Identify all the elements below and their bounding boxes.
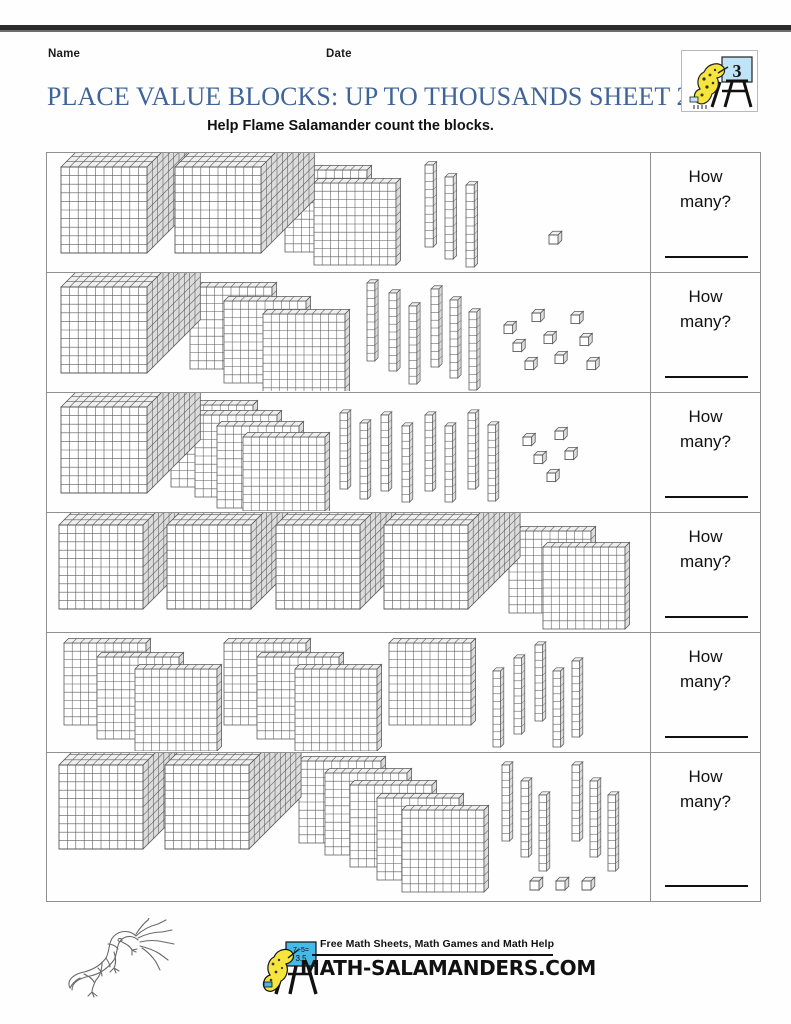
base-ten-blocks-1 bbox=[60, 153, 563, 268]
math-salamanders-footer-logo: 7+5= 3.5 bbox=[262, 941, 318, 995]
prompt-line-1: How bbox=[688, 287, 723, 306]
answer-blank[interactable] bbox=[665, 256, 748, 258]
prompt-line-2: many? bbox=[679, 192, 732, 211]
answer-cell-5[interactable]: How many? bbox=[651, 633, 760, 752]
table-row: How many? bbox=[47, 273, 760, 393]
problems-table: How many? How many? bbox=[46, 152, 761, 902]
answer-cell-6[interactable]: How many? bbox=[651, 753, 760, 901]
blocks-cell-6 bbox=[47, 753, 651, 901]
answer-cell-1[interactable]: How many? bbox=[651, 153, 760, 272]
footer-site-url: MATH-SALAMANDERS.COM bbox=[300, 956, 596, 980]
answer-blank[interactable] bbox=[665, 885, 748, 887]
answer-cell-2[interactable]: How many? bbox=[651, 273, 760, 392]
page-title: PLACE VALUE BLOCKS: UP TO THOUSANDS SHEE… bbox=[47, 82, 690, 111]
prompt-line-1: How bbox=[688, 647, 723, 666]
answer-cell-3[interactable]: How many? bbox=[651, 393, 760, 512]
prompt-line-1: How bbox=[688, 527, 723, 546]
salamander-grade-icon: 3 bbox=[689, 56, 753, 109]
base-ten-blocks-4 bbox=[58, 513, 631, 630]
base-ten-blocks-3 bbox=[60, 393, 579, 511]
prompt-line-1: How bbox=[688, 407, 723, 426]
table-row: How many? bbox=[47, 153, 760, 273]
prompt-line-1: How bbox=[688, 167, 723, 186]
blocks-cell-1 bbox=[47, 153, 651, 272]
date-label: Date bbox=[326, 48, 352, 60]
grade-logo: 3 bbox=[681, 50, 758, 112]
how-many-prompt: How many? bbox=[651, 644, 760, 694]
prompt-line-2: many? bbox=[679, 312, 732, 331]
table-row: How many? bbox=[47, 393, 760, 513]
how-many-prompt: How many? bbox=[651, 764, 760, 814]
table-row: How many? bbox=[47, 633, 760, 753]
svg-text:7+5=: 7+5= bbox=[293, 947, 309, 954]
table-row: How many? bbox=[47, 513, 760, 633]
base-ten-blocks-5 bbox=[63, 637, 584, 751]
blocks-cell-3 bbox=[47, 393, 651, 512]
grade-number: 3 bbox=[733, 61, 742, 81]
svg-text:3.5: 3.5 bbox=[295, 954, 307, 963]
name-label: Name bbox=[48, 48, 81, 60]
prompt-line-2: many? bbox=[679, 552, 732, 571]
base-ten-blocks-2 bbox=[60, 273, 601, 391]
how-many-prompt: How many? bbox=[651, 524, 760, 574]
prompt-line-1: How bbox=[688, 767, 723, 786]
answer-blank[interactable] bbox=[665, 496, 748, 498]
prompt-line-2: many? bbox=[679, 432, 732, 451]
answer-blank[interactable] bbox=[665, 376, 748, 378]
how-many-prompt: How many? bbox=[651, 404, 760, 454]
page-subtitle: Help Flame Salamander count the blocks. bbox=[207, 118, 494, 134]
how-many-prompt: How many? bbox=[651, 284, 760, 334]
answer-blank[interactable] bbox=[665, 616, 748, 618]
footer-divider bbox=[312, 954, 553, 956]
prompt-line-2: many? bbox=[679, 792, 732, 811]
blocks-cell-5 bbox=[47, 633, 651, 752]
base-ten-blocks-6 bbox=[58, 753, 620, 893]
how-many-prompt: How many? bbox=[651, 164, 760, 214]
scan-top-band-shadow bbox=[0, 30, 791, 32]
footer-tagline: Free Math Sheets, Math Games and Math He… bbox=[320, 938, 555, 950]
salamander-line-art bbox=[68, 918, 175, 998]
scan-top-band bbox=[0, 25, 791, 30]
table-row: How many? bbox=[47, 753, 760, 901]
answer-blank[interactable] bbox=[665, 736, 748, 738]
blocks-cell-4 bbox=[47, 513, 651, 632]
blocks-cell-2 bbox=[47, 273, 651, 392]
prompt-line-2: many? bbox=[679, 672, 732, 691]
answer-cell-4[interactable]: How many? bbox=[651, 513, 760, 632]
